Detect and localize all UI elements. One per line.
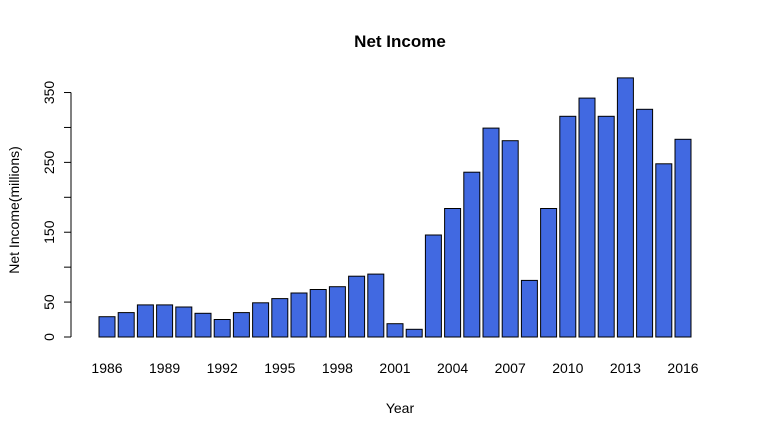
bar-2002 xyxy=(405,328,423,338)
bar-2015 xyxy=(655,163,673,338)
y-axis: 0 50 150 250 350 xyxy=(41,81,72,341)
bar-2008 xyxy=(520,279,538,338)
bar-1996 xyxy=(290,292,308,338)
x-tick-label-1992: 1992 xyxy=(207,360,238,376)
bar-1993 xyxy=(232,312,250,338)
bars-group xyxy=(98,77,692,338)
bar-2013 xyxy=(616,77,634,338)
bar-2009 xyxy=(540,208,558,338)
bar-2014 xyxy=(636,108,654,338)
bar-2003 xyxy=(424,234,442,338)
x-tick-label-2004: 2004 xyxy=(437,360,468,376)
bar-1998 xyxy=(328,286,346,338)
bar-2004 xyxy=(444,208,462,338)
bar-1987 xyxy=(117,312,135,338)
bar-1999 xyxy=(348,275,366,338)
bar-1986 xyxy=(98,316,116,338)
bar-1989 xyxy=(156,304,174,338)
bar-2000 xyxy=(367,273,385,338)
x-tick-label-1995: 1995 xyxy=(264,360,295,376)
y-tick-label-350: 350 xyxy=(41,81,57,105)
x-tick-label-2001: 2001 xyxy=(379,360,410,376)
bar-2012 xyxy=(597,115,615,338)
bar-1988 xyxy=(136,304,154,338)
y-tick-label-0: 0 xyxy=(41,333,57,341)
y-tick-label-150: 150 xyxy=(41,220,57,244)
bar-1990 xyxy=(175,306,193,338)
bar-2007 xyxy=(501,140,519,338)
bar-2006 xyxy=(482,127,500,338)
y-tick-label-50: 50 xyxy=(41,294,57,310)
x-tick-label-1998: 1998 xyxy=(322,360,353,376)
bar-2001 xyxy=(386,323,404,338)
bar-2011 xyxy=(578,97,596,338)
chart-title: Net Income xyxy=(354,32,446,51)
bar-2010 xyxy=(559,115,577,338)
bar-1994 xyxy=(252,302,270,338)
x-axis-label: Year xyxy=(386,400,415,416)
bar-1992 xyxy=(213,319,231,338)
x-tick-label-2010: 2010 xyxy=(552,360,583,376)
x-tick-label-2007: 2007 xyxy=(495,360,526,376)
bar-1997 xyxy=(309,289,327,338)
x-tick-label-2013: 2013 xyxy=(610,360,641,376)
x-tick-label-1986: 1986 xyxy=(91,360,122,376)
y-tick-label-250: 250 xyxy=(41,151,57,175)
bar-2005 xyxy=(463,171,481,338)
bar-2016 xyxy=(674,138,692,338)
x-axis-labels: 1986 1989 1992 1995 1998 2001 2004 2007 2010 2013… xyxy=(91,360,698,376)
bar-1991 xyxy=(194,312,212,338)
x-tick-label-2016: 2016 xyxy=(667,360,698,376)
bar-1995 xyxy=(271,298,289,338)
y-axis-label: Net Income(millions) xyxy=(6,146,22,274)
x-tick-label-1989: 1989 xyxy=(149,360,180,376)
